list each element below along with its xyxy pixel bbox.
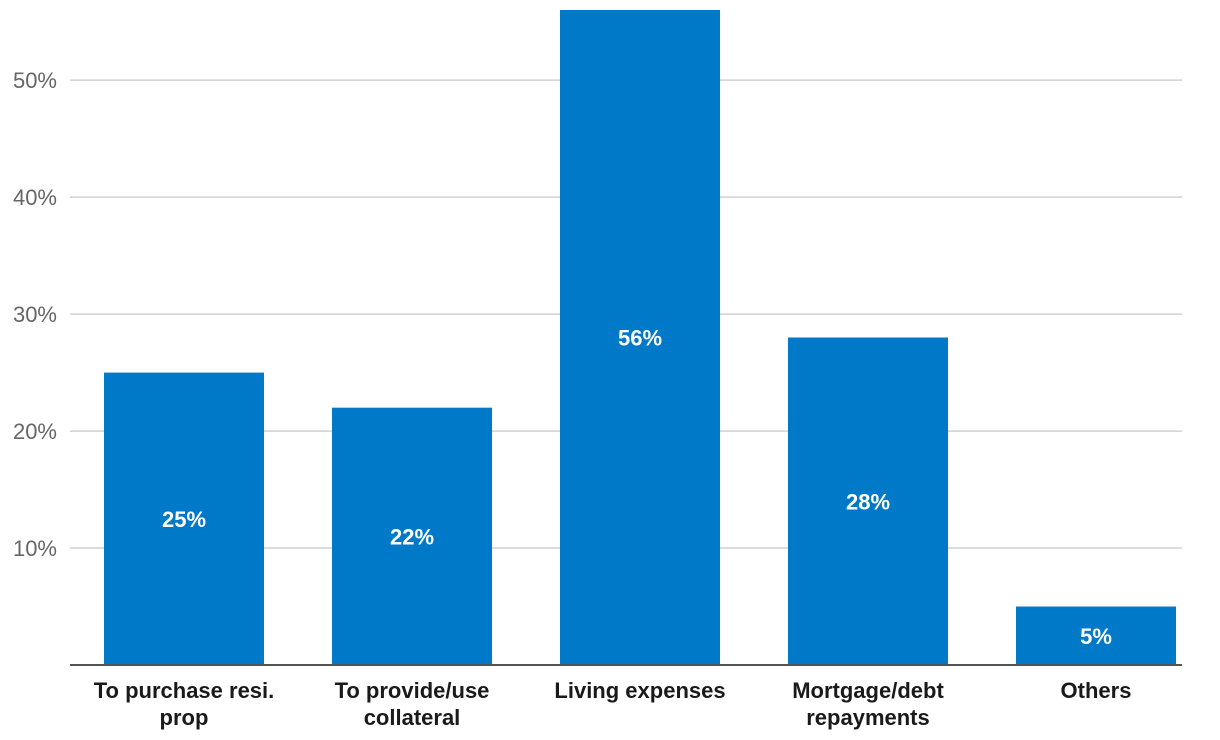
y-tick-label-50: 50%	[13, 68, 57, 93]
bar-0	[104, 372, 264, 665]
x-tick-label-3: Mortgage/debt repayments	[792, 678, 944, 730]
bar-2	[560, 10, 720, 665]
y-tick-label-30: 30%	[13, 302, 57, 327]
bars: 25% 22% 56% 28% 5%	[104, 10, 1176, 665]
data-label-2: 56%	[618, 326, 662, 351]
data-label-3: 28%	[846, 489, 890, 514]
y-tick-label-20: 20%	[13, 419, 57, 444]
data-label-1: 22%	[390, 524, 434, 549]
bar-1	[332, 407, 492, 665]
x-tick-label-1: To provide/use collateral	[335, 678, 490, 730]
data-label-4: 5%	[1080, 624, 1112, 649]
x-tick-label-0: To purchase resi. prop	[94, 678, 275, 730]
bar-4	[1016, 606, 1176, 665]
y-axis-ticks: 10% 20% 30% 40% 50%	[13, 68, 57, 561]
x-axis-ticks: To purchase resi. prop To provide/use colla…	[94, 678, 1132, 730]
x-tick-label-2: Living expenses	[554, 678, 725, 703]
y-tick-label-10: 10%	[13, 536, 57, 561]
x-tick-label-4: Others	[1061, 678, 1132, 703]
data-label-0: 25%	[162, 507, 206, 532]
y-tick-label-40: 40%	[13, 185, 57, 210]
bar-3	[788, 337, 948, 665]
